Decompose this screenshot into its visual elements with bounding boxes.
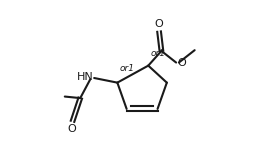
Text: O: O [177,58,186,68]
Text: HN: HN [77,72,93,82]
Text: O: O [155,19,163,29]
Text: or1: or1 [120,64,135,73]
Text: or1: or1 [151,49,166,58]
Text: O: O [67,124,76,134]
